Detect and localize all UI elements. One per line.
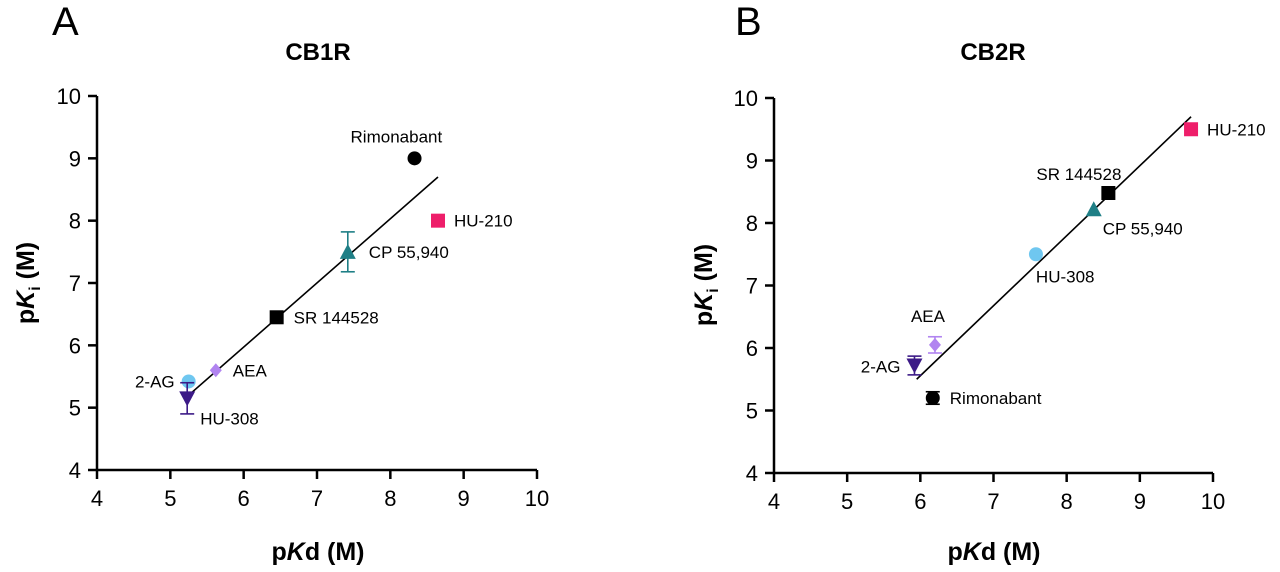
point-label-hu-308: HU-308 — [200, 409, 259, 428]
x-tick-label: 6 — [238, 486, 250, 511]
x-tick-label: 8 — [1061, 489, 1073, 514]
x-tick-label: 10 — [1201, 489, 1225, 514]
y-tick-label: 6 — [746, 336, 758, 361]
x-axis-label-cb2r: pKd (M) — [947, 538, 1040, 566]
x-axis-label-cb1r: pKd (M) — [271, 538, 364, 566]
plot-area-cb1r: 4 5 6 7 8 9 10 4 5 6 7 8 9 10 Rimonabant HU-210 CP 55,94… — [57, 84, 550, 511]
x-tick-label: 7 — [987, 489, 999, 514]
x-tick-label: 8 — [384, 486, 396, 511]
point-label-aea: AEA — [233, 361, 268, 380]
data-point-hu-210 — [431, 213, 445, 228]
y-tick-label: 10 — [57, 84, 81, 109]
point-label-rimonabant: Rimonabant — [351, 127, 443, 146]
chart-title-cb1r: CB1R — [285, 39, 350, 66]
data-point-sr-144528 — [269, 310, 284, 325]
y-tick-label: 7 — [746, 274, 758, 299]
x-tick-label: 4 — [768, 489, 780, 514]
x-tick-label: 4 — [91, 486, 103, 511]
data-point-rimonabant — [407, 151, 422, 166]
data-point-aea — [928, 337, 941, 352]
x-tick-label: 9 — [458, 486, 470, 511]
y-tick-label: 8 — [69, 209, 81, 234]
point-label-hu-210: HU-210 — [454, 212, 513, 231]
y-tick-label: 10 — [734, 86, 758, 111]
point-label-cp-55-940: CP 55,940 — [369, 243, 449, 262]
data-point-hu-210 — [1184, 122, 1199, 137]
x-tick-label: 6 — [914, 489, 926, 514]
point-label-2-ag: 2-AG — [135, 372, 175, 391]
x-tick-label: 5 — [164, 486, 176, 511]
data-point-aea — [209, 363, 222, 378]
data-point-2-ag — [181, 374, 196, 389]
y-tick-label: 6 — [69, 333, 81, 358]
data-point-2-ag — [906, 358, 923, 374]
y-tick-label: 9 — [746, 149, 758, 174]
data-point-hu-308 — [1028, 247, 1043, 262]
x-tick-label: 9 — [1134, 489, 1146, 514]
y-axis-label-cb2r: pKi (M) — [690, 244, 722, 326]
point-label-hu-210: HU-210 — [1207, 120, 1266, 139]
point-label-sr-144528: SR 144528 — [294, 308, 379, 327]
x-tick-label: 5 — [841, 489, 853, 514]
data-point-sr-144528 — [1101, 186, 1116, 200]
y-tick-label: 5 — [746, 399, 758, 424]
y-tick-label: 7 — [69, 271, 81, 296]
y-axis-label-cb1r: pKi (M) — [12, 242, 44, 324]
panel-letter-b: B — [735, 0, 762, 44]
data-point-rimonabant — [925, 391, 940, 405]
y-tick-label: 4 — [746, 461, 758, 486]
x-tick-label: 7 — [311, 486, 323, 511]
point-label-sr-144528: SR 144528 — [1036, 165, 1121, 184]
point-label-2-ag: 2-AG — [861, 358, 901, 377]
chart-title-cb2r: CB2R — [960, 39, 1025, 66]
regression-line — [916, 116, 1192, 380]
point-label-cp-55-940: CP 55,940 — [1103, 219, 1183, 238]
data-point-cp-55-940 — [1085, 201, 1102, 217]
y-tick-label: 8 — [746, 211, 758, 236]
point-label-hu-308: HU-308 — [1036, 267, 1095, 286]
y-tick-label: 4 — [69, 458, 81, 483]
plot-area-cb2r: 4 5 6 7 8 9 10 4 5 6 7 8 9 10 HU-210 SR 144528 CP 55,940… — [734, 86, 1266, 514]
point-label-rimonabant: Rimonabant — [950, 389, 1042, 408]
panel-letter-a: A — [52, 0, 79, 44]
regression-line — [188, 176, 439, 396]
x-tick-label: 10 — [525, 486, 549, 511]
data-point-hu-308 — [179, 391, 196, 407]
point-label-aea: AEA — [911, 307, 946, 326]
data-point-cp-55-940 — [339, 243, 356, 259]
y-tick-label: 9 — [69, 146, 81, 171]
y-tick-label: 5 — [69, 396, 81, 421]
